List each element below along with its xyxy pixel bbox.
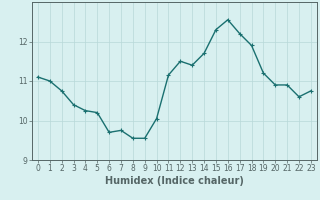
X-axis label: Humidex (Indice chaleur): Humidex (Indice chaleur): [105, 176, 244, 186]
